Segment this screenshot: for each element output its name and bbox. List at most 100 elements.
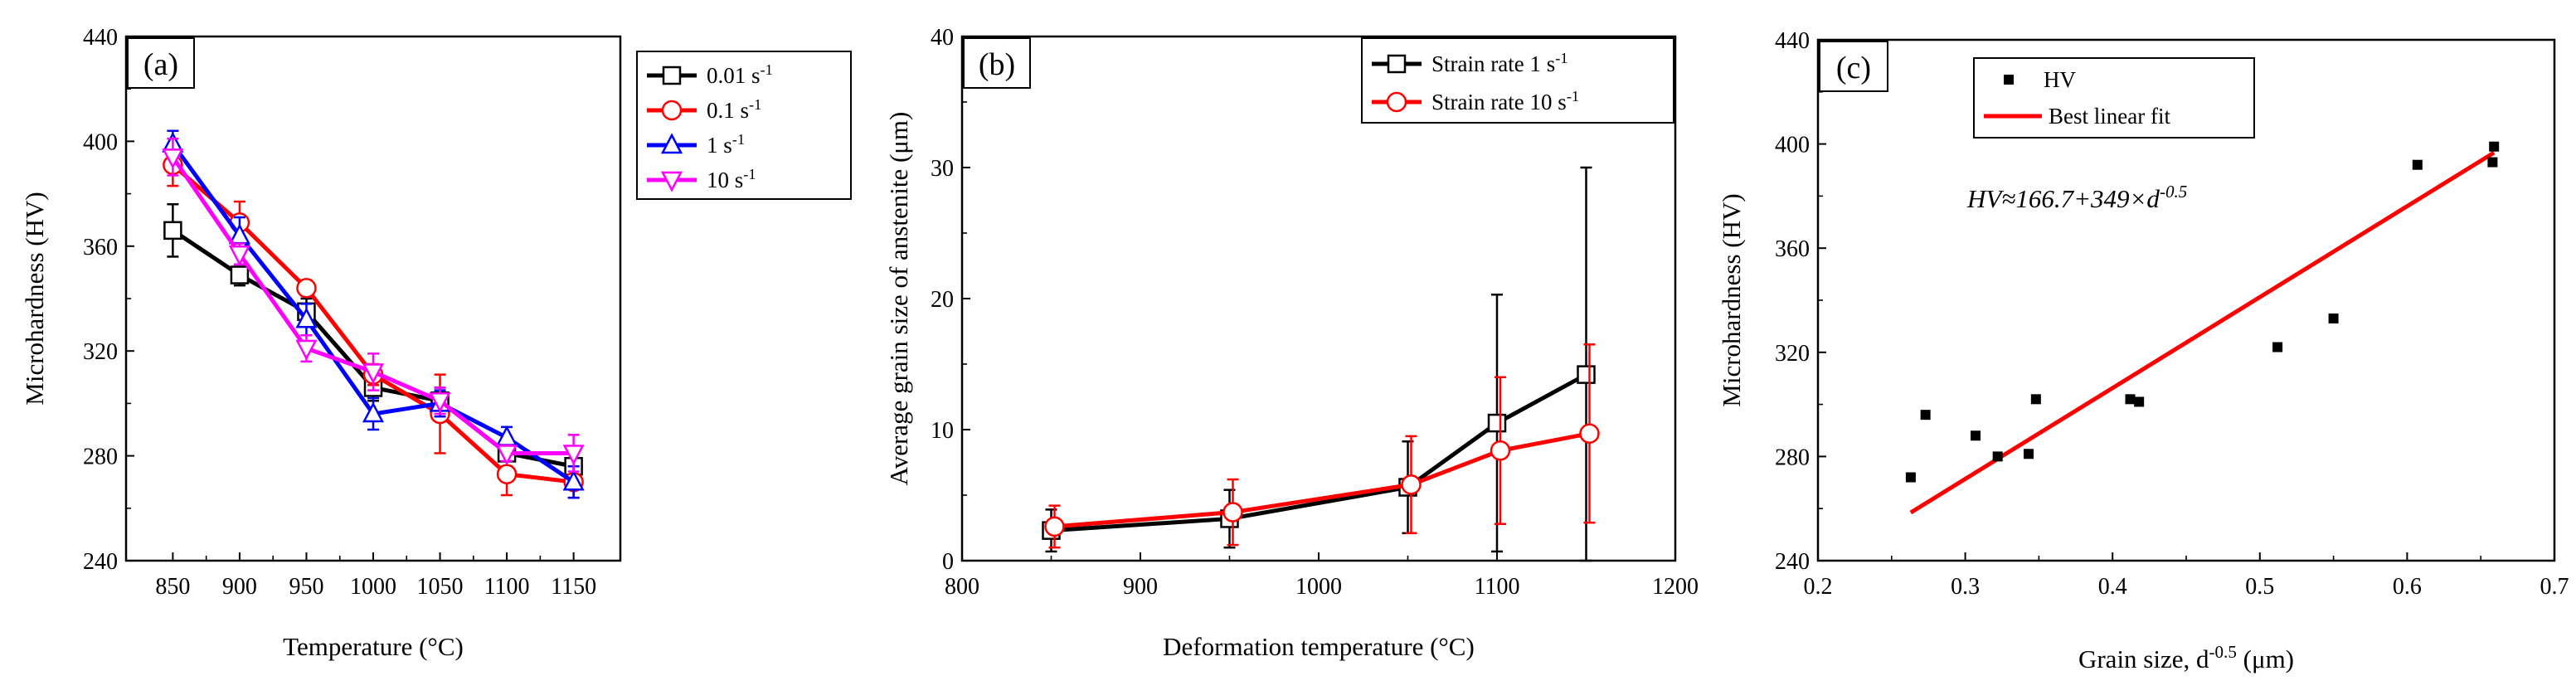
- panel-c-chart: 240 280 320 360 400 440 0.2 0.3 0.4 0.5 0.6 0.7 Micr…: [1717, 28, 2569, 673]
- y-tick-label: 280: [83, 445, 118, 470]
- data-point: [429, 391, 451, 413]
- panel-label-box: [1819, 41, 1888, 92]
- data-point: [2272, 342, 2283, 352]
- data-point: [2412, 159, 2423, 170]
- data-point: [296, 278, 317, 299]
- y-tick-label: 360: [83, 235, 118, 260]
- x-tick-label: 900: [222, 574, 257, 600]
- x-axis-title: Temperature (°C): [283, 632, 464, 661]
- series-2: [162, 129, 585, 499]
- y-tick-label: 40: [931, 25, 954, 51]
- legend-entry: Strain rate 1 s-1: [1372, 50, 1568, 76]
- legend-entry: 1 s-1: [647, 131, 745, 158]
- x-tick-label: 0.7: [2540, 574, 2569, 600]
- data-point: [228, 245, 250, 266]
- data-point: [362, 363, 385, 385]
- series-line: [171, 143, 576, 484]
- data-point: [2125, 394, 2136, 405]
- x-tick-label: 850: [155, 574, 190, 600]
- x-tick-label: 1100: [1475, 574, 1520, 600]
- y-tick-label: 20: [931, 287, 954, 313]
- y-axis-title: Microhardness (HV): [20, 192, 49, 405]
- panel-label: (c): [1836, 51, 1871, 85]
- data-point: [1971, 430, 1981, 441]
- legend-entry: 10 s-1: [647, 166, 756, 192]
- x-tick-label: 1000: [350, 574, 396, 600]
- data-point: [1401, 474, 1422, 495]
- data-point: [2023, 449, 2034, 459]
- legend-entry: Strain rate 10 s-1: [1372, 88, 1579, 114]
- y-tick-label: 440: [1775, 28, 1810, 54]
- data-point: [562, 469, 585, 491]
- plot-frame: [124, 35, 622, 562]
- legend-entry: 0.1 s-1: [647, 96, 761, 123]
- legend: HV Best linear fit: [1973, 57, 2255, 139]
- data-point: [1579, 423, 1600, 444]
- data-point: [2030, 394, 2041, 405]
- legend-box: [1973, 57, 2255, 139]
- x-tick-label: 900: [1123, 574, 1158, 600]
- legend: [1361, 37, 1674, 124]
- data-point: [1044, 516, 1065, 537]
- legend-marker: [662, 66, 682, 85]
- legend-label: Strain rate 1 s-1: [1431, 50, 1568, 76]
- legend-marker: [660, 133, 683, 154]
- legend-label: HV: [2044, 67, 2076, 92]
- y-tick-label: 320: [1775, 341, 1810, 367]
- x-tick-label: 1150: [551, 574, 596, 600]
- y-tick-label: 400: [83, 129, 118, 155]
- x-tick-label: 1200: [1652, 574, 1699, 600]
- fit-equation: HV≈166.7+349×d-0.5: [1966, 182, 2187, 213]
- y-tick-label: 30: [931, 156, 954, 182]
- data-point: [496, 445, 518, 466]
- data-point: [1490, 440, 1511, 461]
- x-axis-title: Deformation temperature (°C): [1163, 632, 1475, 661]
- data-point: [295, 339, 318, 361]
- data-point: [295, 307, 318, 328]
- legend-marker: [1387, 54, 1407, 74]
- x-tick-label: 1000: [1295, 574, 1342, 600]
- series-1: [1044, 343, 1600, 549]
- data-point: [1992, 451, 2003, 462]
- legend-label: 1 s-1: [707, 131, 745, 158]
- legend-marker: [2004, 75, 2014, 85]
- data-point: [2487, 157, 2498, 168]
- data-point: [496, 464, 518, 484]
- panel-label: (a): [143, 47, 178, 82]
- x-tick-label: 0.4: [2098, 574, 2127, 600]
- x-tick-label: 0.3: [1951, 574, 1980, 600]
- x-tick-label: 0.2: [1804, 574, 1833, 600]
- panel-a-chart: 240 280 320 360 400 440 850 900 950 1000 1050 1100 1…: [20, 25, 852, 661]
- y-tick-label: 240: [83, 549, 118, 575]
- data-point: [162, 148, 184, 170]
- data-point: [2328, 313, 2339, 323]
- y-axis-title: Average grain size of anstenite (μm): [884, 112, 913, 486]
- series-3: [162, 137, 585, 473]
- x-axis-title: Grain size, d-0.5 (μm): [2078, 642, 2294, 673]
- series-line: [171, 163, 574, 484]
- x-tick-label: 1050: [417, 574, 464, 600]
- x-tick-label: 800: [945, 574, 979, 600]
- y-tick-label: 10: [931, 418, 954, 444]
- y-axis-title: Microhardness (HV): [1717, 193, 1746, 406]
- data-point: [163, 221, 182, 241]
- data-point: [2489, 141, 2500, 152]
- legend-label: Strain rate 10 s-1: [1431, 88, 1579, 114]
- legend-marker: [1386, 91, 1407, 113]
- data-point: [362, 401, 385, 423]
- y-tick-label: 240: [1775, 549, 1810, 575]
- panel-label-box: [127, 37, 195, 89]
- legend-label: 10 s-1: [707, 166, 756, 192]
- data-point: [2134, 396, 2145, 407]
- panel-label: (b): [979, 47, 1015, 82]
- x-tick-label: 0.6: [2393, 574, 2422, 600]
- y-tick-label: 360: [1775, 236, 1810, 262]
- series-0: [163, 202, 583, 484]
- data-point: [1222, 502, 1243, 523]
- x-tick-label: 950: [289, 574, 323, 600]
- legend-marker: [660, 171, 683, 192]
- y-tick-label: 440: [83, 25, 118, 51]
- legend-label: 0.1 s-1: [707, 96, 761, 123]
- data-point: [1487, 413, 1507, 433]
